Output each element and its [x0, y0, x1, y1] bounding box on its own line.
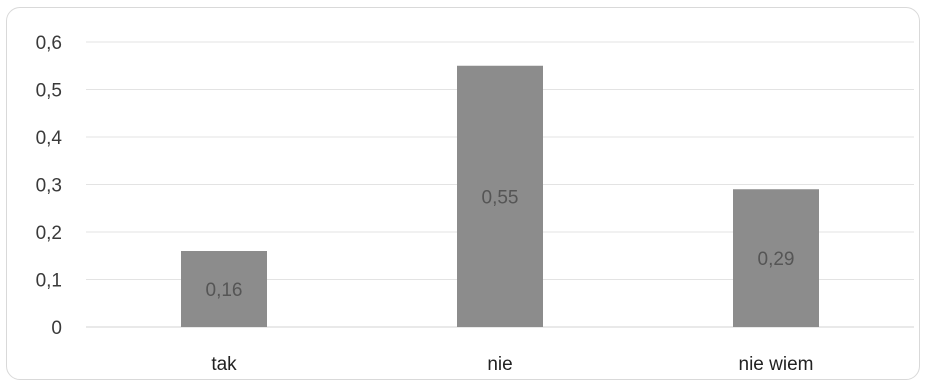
- bar-nie-wiem: [733, 189, 819, 327]
- y-tick-label: 0,4: [36, 128, 63, 149]
- category-label: tak: [211, 354, 237, 375]
- bar-tak: [181, 251, 267, 327]
- x-axis-category-labels: tak nie nie wiem: [211, 354, 813, 375]
- data-label: 0,16: [206, 280, 243, 301]
- y-tick-label: 0,6: [36, 33, 62, 54]
- y-tick-label: 0: [51, 318, 62, 339]
- y-axis-tick-labels: 0 0,1 0,2 0,3 0,4 0,5 0,6: [36, 33, 63, 339]
- bars: [181, 65, 819, 327]
- y-tick-label: 0,3: [36, 176, 62, 197]
- bar-nie: [457, 65, 543, 327]
- y-tick-label: 0,5: [36, 81, 62, 102]
- category-label: nie: [487, 354, 512, 375]
- data-labels: 0,16 0,55 0,29: [206, 187, 795, 301]
- data-label: 0,29: [758, 249, 795, 270]
- category-label: nie wiem: [739, 354, 814, 375]
- y-tick-label: 0,1: [36, 271, 62, 292]
- data-label: 0,55: [482, 187, 519, 208]
- y-tick-label: 0,2: [36, 223, 62, 244]
